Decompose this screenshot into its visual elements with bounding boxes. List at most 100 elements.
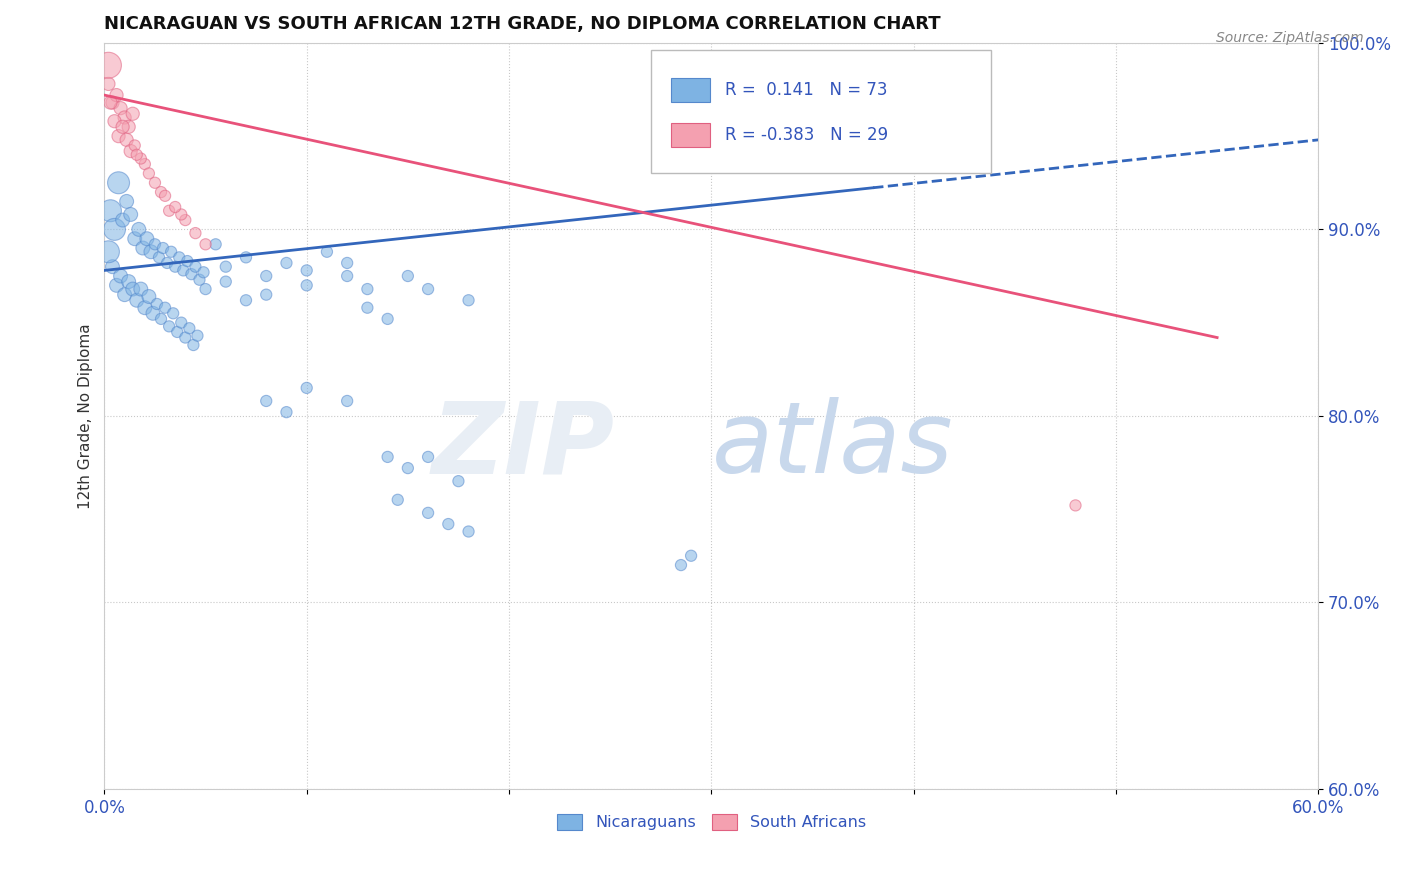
Point (235, 251, 257, 265)
Point (111, 120, 134, 134)
Point (121, 107, 143, 121)
Point (120, 207, 142, 221)
Point (157, 203, 180, 218)
Point (254, 394, 277, 409)
Text: ZIP: ZIP (432, 397, 614, 494)
Point (125, 293, 148, 308)
Point (160, 244, 183, 259)
Point (124, 232, 146, 246)
Point (204, 237, 226, 252)
Point (114, 287, 136, 301)
Point (107, 176, 129, 190)
Point (416, 282, 439, 296)
Point (110, 268, 132, 283)
Point (174, 330, 197, 344)
Point (153, 189, 176, 203)
Point (139, 244, 162, 259)
Point (416, 506, 439, 520)
FancyBboxPatch shape (651, 50, 990, 173)
Point (97, 244, 120, 259)
Bar (671, 78, 710, 102)
Point (107, 129, 129, 144)
Point (396, 461, 419, 475)
Point (356, 301, 378, 315)
Point (97, 58, 120, 72)
Point (184, 260, 207, 274)
Point (215, 275, 238, 289)
Point (103, 114, 125, 128)
Point (115, 133, 138, 147)
Point (146, 297, 169, 311)
Point (142, 306, 165, 320)
Point (153, 301, 176, 315)
Point (100, 203, 122, 218)
Point (138, 166, 160, 180)
Point (111, 213, 134, 227)
Point (170, 316, 193, 330)
Point (124, 138, 146, 153)
Point (115, 194, 138, 209)
Point (152, 241, 174, 255)
Point (447, 474, 470, 488)
Point (188, 273, 211, 287)
Point (184, 226, 207, 240)
Point (457, 293, 479, 308)
Point (157, 319, 180, 334)
Point (110, 101, 132, 115)
Point (162, 306, 184, 320)
Point (176, 254, 198, 268)
Legend: Nicaraguans, South Africans: Nicaraguans, South Africans (550, 807, 873, 837)
Point (165, 260, 187, 274)
Point (186, 328, 208, 343)
Point (356, 282, 378, 296)
Point (150, 185, 173, 199)
Point (105, 278, 128, 293)
Point (1064, 499, 1087, 513)
Text: Source: ZipAtlas.com: Source: ZipAtlas.com (1216, 31, 1364, 45)
Point (165, 200, 187, 214)
Point (143, 176, 166, 190)
Point (437, 516, 460, 531)
Point (129, 282, 152, 296)
Point (167, 251, 190, 265)
Point (97, 77, 120, 91)
Point (101, 95, 124, 110)
Point (457, 524, 479, 539)
Point (194, 282, 217, 296)
Point (174, 213, 197, 227)
Point (193, 265, 215, 279)
Point (254, 287, 277, 301)
Text: R = -0.383   N = 29: R = -0.383 N = 29 (724, 126, 887, 144)
Point (135, 232, 157, 246)
Point (170, 207, 193, 221)
Point (387, 492, 409, 507)
Point (194, 237, 217, 252)
Point (183, 338, 205, 352)
Point (336, 256, 359, 270)
Point (134, 157, 156, 171)
Point (150, 312, 173, 326)
Point (156, 256, 179, 270)
Point (100, 95, 122, 110)
Point (132, 241, 155, 255)
Point (143, 237, 166, 252)
Point (120, 144, 142, 158)
Point (215, 260, 238, 274)
Point (129, 152, 152, 166)
Point (295, 381, 318, 395)
Point (276, 256, 298, 270)
Point (377, 450, 399, 464)
Point (166, 325, 188, 339)
Point (172, 263, 194, 277)
Point (125, 148, 148, 162)
Point (396, 268, 419, 283)
Point (316, 244, 339, 259)
Text: R =  0.141   N = 73: R = 0.141 N = 73 (724, 81, 887, 99)
Point (121, 282, 143, 296)
Y-axis label: 12th Grade, No Diploma: 12th Grade, No Diploma (79, 323, 93, 508)
Point (336, 268, 359, 283)
Text: NICARAGUAN VS SOUTH AFRICAN 12TH GRADE, NO DIPLOMA CORRELATION CHART: NICARAGUAN VS SOUTH AFRICAN 12TH GRADE, … (104, 15, 941, 33)
Point (128, 222, 150, 236)
Point (416, 450, 439, 464)
Point (295, 263, 318, 277)
